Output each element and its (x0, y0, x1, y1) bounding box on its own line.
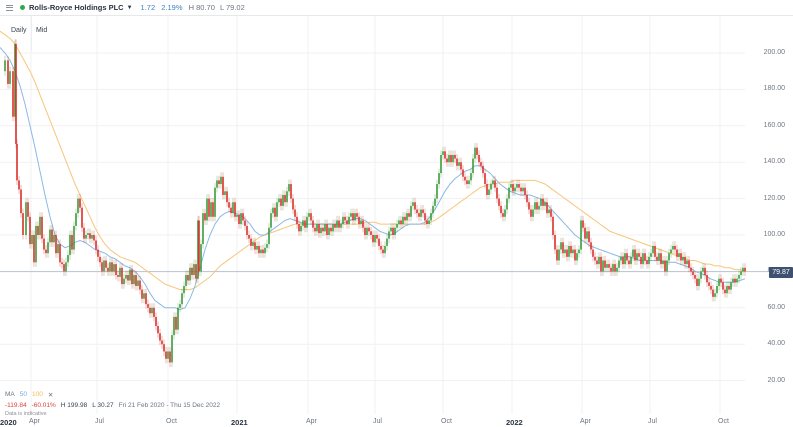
x-tick-label: Jul (95, 418, 104, 425)
period-change: -119.84 (5, 402, 27, 409)
x-tick-label: 2020 (0, 418, 17, 427)
x-tick-label: Oct (166, 418, 177, 425)
quote-summary: 1.72 2.19% H 80.70 L 79.02 (141, 3, 249, 12)
session-low: L 79.02 (220, 3, 245, 12)
y-tick-label: 100.00 (763, 231, 785, 238)
instrument-selector[interactable]: Rolls-Royce Holdings PLC (29, 3, 124, 12)
ma-label: MA (5, 391, 15, 398)
chart-header: Rolls-Royce Holdings PLC ▼ 1.72 2.19% H … (0, 0, 793, 16)
y-tick-label: 160.00 (763, 121, 785, 129)
x-tick-label: Apr (29, 418, 40, 425)
price-change: 1.72 (140, 3, 156, 12)
y-tick-label: 120.00 (763, 194, 785, 202)
x-tick-label: Jul (373, 418, 382, 425)
x-tick-label: Apr (580, 418, 591, 425)
price-change-percent: 2.19% (161, 3, 183, 12)
x-tick-label: Oct (441, 418, 452, 425)
market-status-dot (20, 5, 25, 10)
interval-selector[interactable]: Daily (11, 27, 27, 34)
y-tick-label: 140.00 (763, 158, 785, 166)
period-high: H 199.98 (60, 402, 88, 409)
y-tick-label: 20.00 (767, 376, 785, 384)
x-tick-label: Jul (648, 418, 657, 425)
y-tick-label: 40.00 (767, 340, 785, 348)
ma100-toggle[interactable]: 100 (31, 391, 43, 398)
price-type-selector[interactable]: Mid (36, 27, 48, 34)
session-high: H 80.70 (188, 3, 215, 12)
y-tick-label: 60.00 (767, 303, 785, 311)
hamburger-menu-icon[interactable] (6, 4, 13, 11)
current-price-badge: 79.87 (769, 267, 793, 278)
period-stats: -119.84 -60.01% H 199.98 L 30.27 Fri 21 … (5, 402, 220, 409)
x-tick-label: Oct (718, 418, 729, 425)
y-tick-label: 180.00 (763, 85, 785, 93)
data-disclaimer: Data is indicative (5, 411, 47, 417)
x-tick-label: Apr (306, 418, 317, 425)
x-tick-label: 2022 (506, 418, 523, 427)
ma50-toggle[interactable]: 50 (19, 391, 27, 398)
x-tick-label: 2021 (231, 418, 248, 427)
period-change-percent: -60.01% (31, 402, 56, 409)
period-low: L 30.27 (92, 402, 114, 409)
remove-indicator-icon[interactable]: ✕ (47, 392, 54, 399)
indicator-legend: MA 50 100 ✕ (5, 391, 53, 399)
period-range: Fri 21 Feb 2020 - Thu 15 Dec 2022 (118, 402, 221, 409)
chevron-down-icon[interactable]: ▼ (126, 4, 133, 11)
y-tick-label: 200.00 (763, 49, 785, 56)
